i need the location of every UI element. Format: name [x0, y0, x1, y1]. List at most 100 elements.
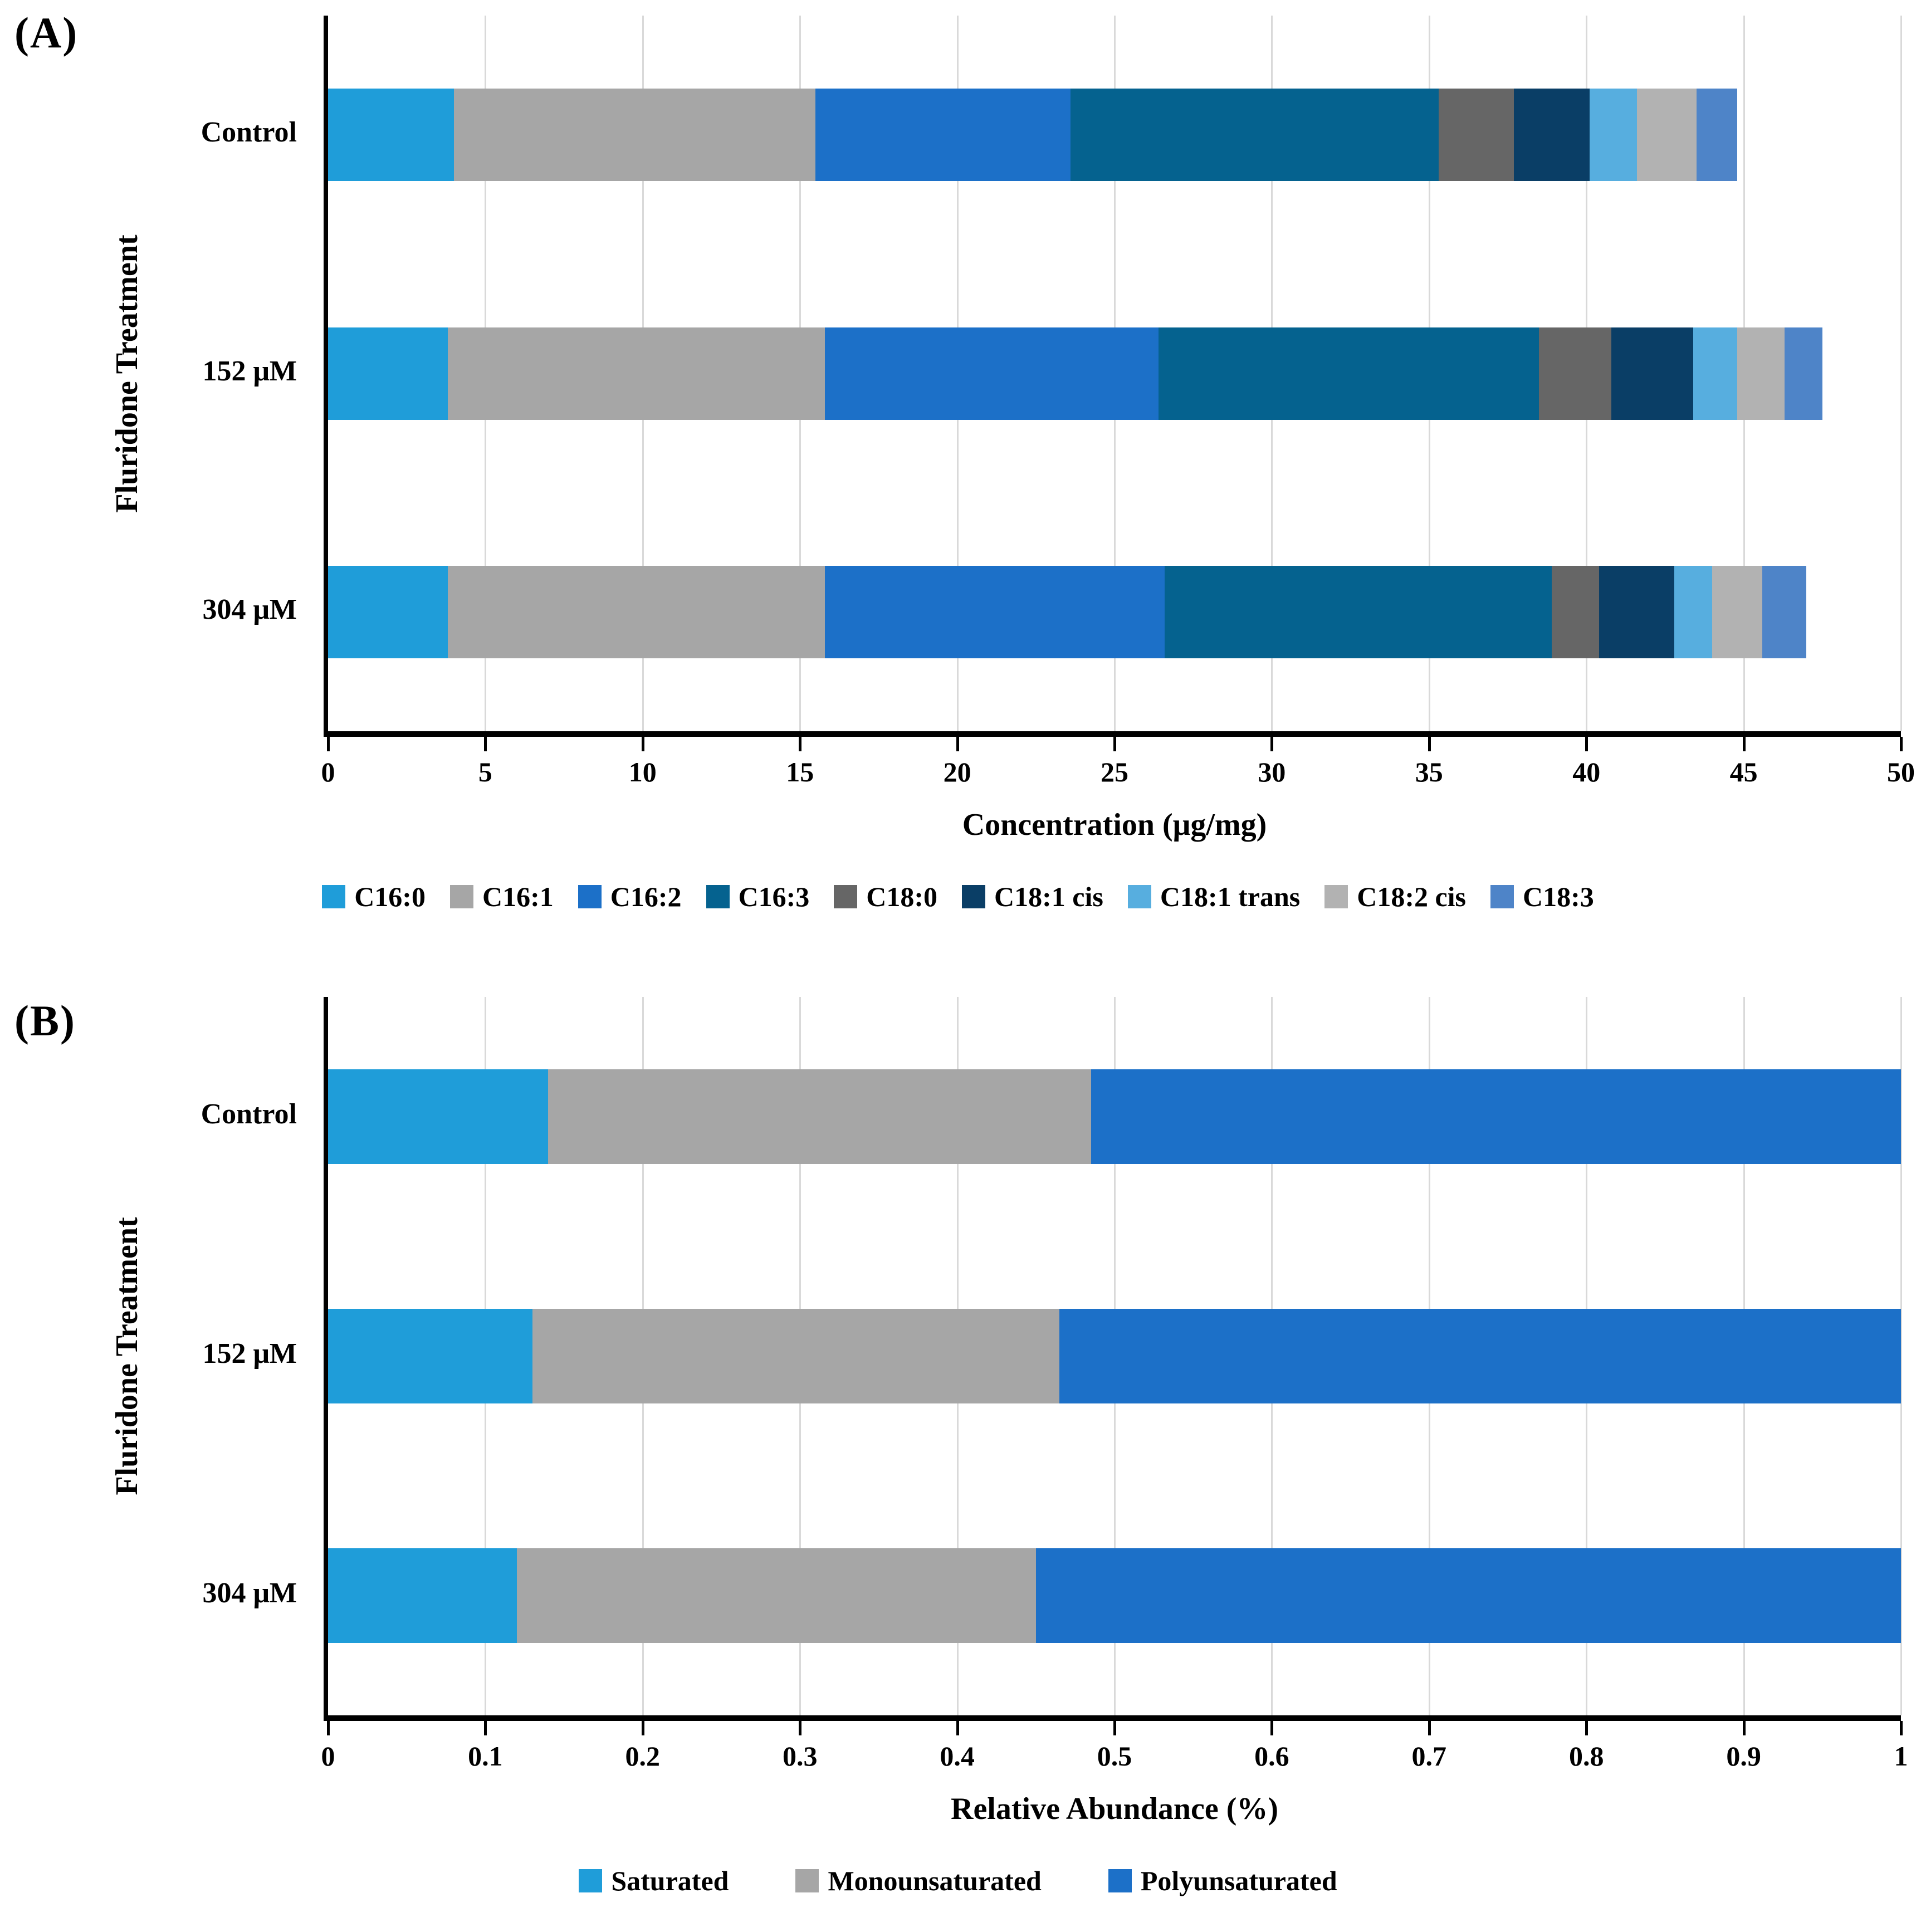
bar-segment-304-m-c18-3 [1762, 565, 1807, 658]
legend-item-saturated: Saturated [579, 1865, 729, 1897]
category-label-control: Control [201, 1098, 297, 1130]
bar-segment-304-m-c16-3 [1165, 565, 1552, 658]
bar-segment-304-m-c18-0 [1552, 565, 1599, 658]
x-tick-0.8 [1585, 1721, 1588, 1735]
legend-label-c18-2-cis: C18:2 cis [1357, 881, 1467, 912]
category-label-304-m: 304 μM [202, 1577, 297, 1609]
bar-segment-control-c18-2-cis [1636, 89, 1697, 182]
category-label-control: Control [201, 116, 297, 149]
x-tick-30 [1270, 737, 1274, 751]
bar-segment-304-m-saturated [328, 1548, 517, 1643]
bar-segment-152-m-c18-1-trans [1693, 327, 1738, 420]
bar-segment-152-m-c18-3 [1784, 327, 1822, 420]
bar-segment-152-m-c18-2-cis [1737, 327, 1785, 420]
legend-swatch-c16-2 [578, 885, 602, 908]
category-label-152-m: 152 μM [202, 355, 297, 387]
legend-item-c16-3: C16:3 [706, 881, 809, 913]
x-tick-0.2 [641, 1721, 644, 1735]
legend-item-c16-2: C16:2 [578, 881, 682, 913]
legend-swatch-monounsaturated [795, 1869, 819, 1892]
x-tick-label-0.8: 0.8 [1568, 1740, 1604, 1772]
bar-segment-152-m-c16-3 [1159, 327, 1539, 420]
x-tick-label-1: 1 [1894, 1740, 1908, 1772]
x-tick-0.6 [1270, 1721, 1274, 1735]
legend-swatch-c18-0 [834, 885, 858, 908]
x-tick-35 [1428, 737, 1431, 751]
bar-control [328, 1069, 1901, 1164]
bar-segment-304-m-c16-2 [825, 565, 1165, 658]
bar-304-m [328, 565, 1807, 658]
legend-label-c16-1: C16:1 [482, 881, 554, 912]
x-tick-label-45: 45 [1729, 756, 1758, 788]
x-axis-title-a: Concentration (μg/mg) [962, 808, 1267, 842]
x-tick-label-0.2: 0.2 [625, 1740, 661, 1772]
legend-item-c16-0: C16:0 [322, 881, 426, 913]
bar-segment-152-m-monounsaturated [532, 1309, 1060, 1403]
legend-label-saturated: Saturated [611, 1865, 729, 1896]
x-tick-5 [484, 737, 487, 751]
category-label-152-m: 152 μM [202, 1338, 297, 1369]
bar-segment-control-c18-3 [1696, 89, 1738, 182]
x-axis-title-b: Relative Abundance (%) [951, 1792, 1278, 1826]
bar-segment-control-c16-3 [1070, 89, 1439, 182]
x-tick-1 [1900, 1721, 1903, 1735]
legend-swatch-c18-2-cis [1324, 885, 1348, 908]
x-tick-label-0.5: 0.5 [1097, 1740, 1132, 1772]
bar-segment-304-m-polyunsaturated [1035, 1548, 1901, 1643]
x-tick-label-0.9: 0.9 [1726, 1740, 1761, 1772]
bar-segment-control-c18-1-trans [1589, 89, 1637, 182]
x-tick-40 [1585, 737, 1588, 751]
bar-segment-304-m-c16-1 [447, 565, 825, 658]
bar-304-m [328, 1548, 1901, 1643]
panel-b-label: (B) [14, 996, 76, 1045]
bar-segment-152-m-c18-1-cis [1611, 327, 1694, 420]
x-tick-45 [1742, 737, 1746, 751]
x-tick-50 [1900, 737, 1903, 751]
bar-152-m [328, 327, 1822, 420]
legend-item-c18-0: C18:0 [834, 881, 937, 913]
bar-segment-152-m-polyunsaturated [1059, 1309, 1901, 1403]
x-tick-25 [1113, 737, 1116, 751]
x-tick-0.7 [1428, 1721, 1431, 1735]
legend-item-polyunsaturated: Polyunsaturated [1108, 1865, 1337, 1897]
bar-segment-control-c18-1-cis [1514, 89, 1590, 182]
legend-swatch-c18-1-cis [962, 885, 986, 908]
legend-label-c16-2: C16:2 [610, 881, 682, 912]
bar-segment-304-m-c18-1-cis [1599, 565, 1675, 658]
legend-item-c18-2-cis: C18:2 cis [1324, 881, 1466, 913]
legend-label-monounsaturated: Monounsaturated [828, 1865, 1042, 1896]
x-tick-label-0.3: 0.3 [782, 1740, 818, 1772]
bar-segment-control-c16-1 [453, 89, 816, 182]
legend-label-c18-3: C18:3 [1523, 881, 1594, 912]
bar-control [328, 89, 1738, 182]
bar-segment-152-m-c16-0 [328, 327, 448, 420]
x-tick-label-30: 30 [1258, 756, 1286, 788]
legend-item-monounsaturated: Monounsaturated [795, 1865, 1042, 1897]
x-tick-0.1 [484, 1721, 487, 1735]
bar-segment-152-m-c16-2 [825, 327, 1159, 420]
x-tick-label-40: 40 [1572, 756, 1601, 788]
bar-segment-152-m-c16-1 [447, 327, 825, 420]
x-tick-label-0.7: 0.7 [1411, 1740, 1447, 1772]
x-tick-label-0.4: 0.4 [940, 1740, 975, 1772]
x-tick-label-20: 20 [943, 756, 971, 788]
bar-segment-304-m-monounsaturated [516, 1548, 1036, 1643]
x-tick-0.9 [1742, 1721, 1746, 1735]
gridline-x-50 [1900, 16, 1902, 731]
x-tick-label-5: 5 [478, 756, 492, 788]
bar-segment-304-m-c16-0 [328, 565, 448, 658]
legend-swatch-c16-0 [322, 885, 346, 908]
plot-area-b [324, 997, 1902, 1721]
x-tick-label-50: 50 [1887, 756, 1915, 788]
legend-label-c18-0: C18:0 [866, 881, 938, 912]
x-tick-label-25: 25 [1101, 756, 1128, 788]
bar-segment-304-m-c18-2-cis [1712, 565, 1763, 658]
legend-item-c18-1-trans: C18:1 trans [1127, 881, 1300, 913]
x-tick-20 [956, 737, 959, 751]
legend-swatch-c16-1 [449, 885, 473, 908]
bar-segment-control-saturated [328, 1069, 549, 1164]
legend-item-c16-1: C16:1 [449, 881, 554, 913]
legend-b: Saturated Monounsaturated Polyunsaturated [0, 1865, 1916, 1897]
bar-152-m [328, 1309, 1901, 1403]
x-tick-15 [799, 737, 802, 751]
